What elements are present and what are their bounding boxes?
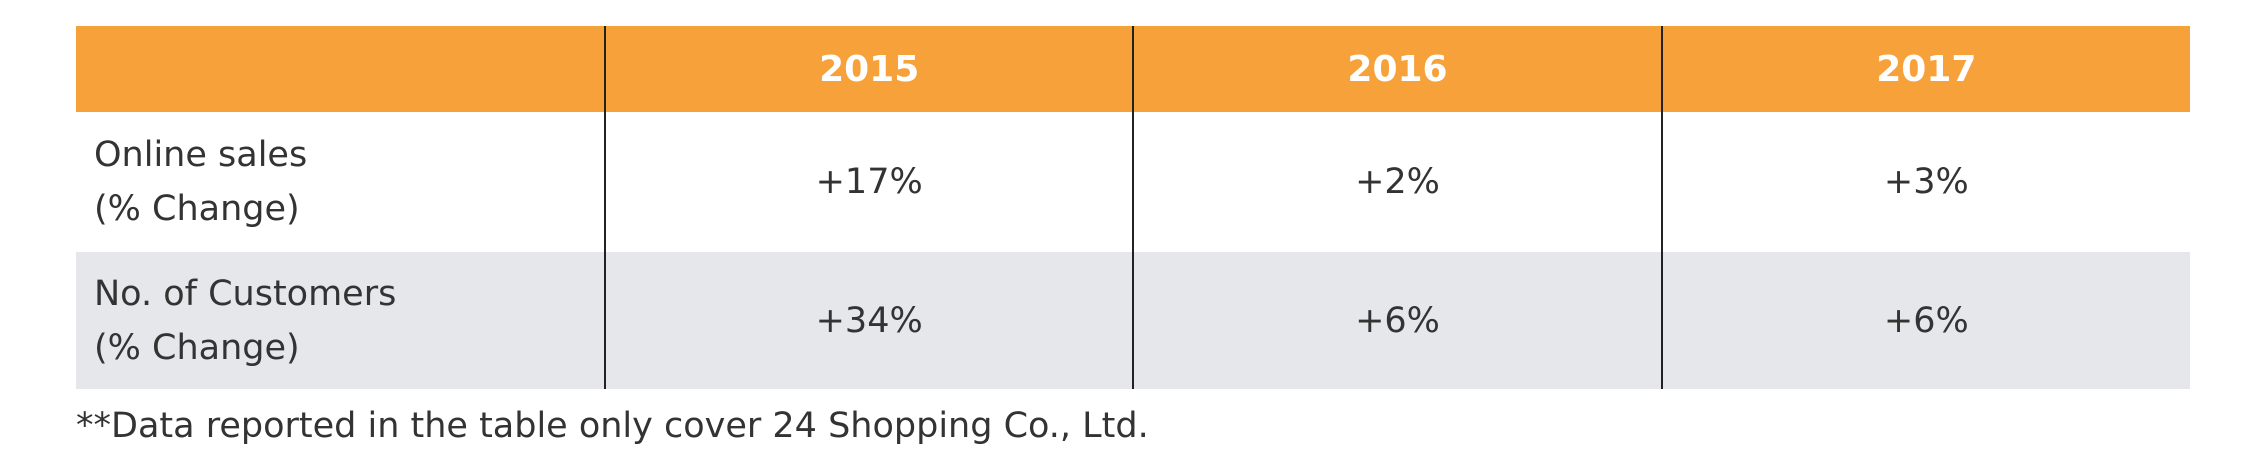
column-header: 2015 <box>603 26 1134 112</box>
table-body: Online sales (% Change) +17% +2% +3% No. of C… <box>76 112 2190 389</box>
table-row: Online sales (% Change) +17% +2% +3% <box>76 112 2190 252</box>
corner-cell <box>76 26 605 112</box>
column-header: 2017 <box>1660 26 2190 112</box>
row-label-line: (% Change) <box>94 327 300 368</box>
value-cell: +2% <box>1132 112 1662 252</box>
row-label: No. of Customers (% Change) <box>76 252 605 389</box>
row-label: Online sales (% Change) <box>76 112 605 252</box>
header-row: 2015 2016 2017 <box>76 26 2190 112</box>
column-header: 2016 <box>1132 26 1662 112</box>
row-label-line: (% Change) <box>94 189 300 229</box>
data-table: 2015 2016 2017 Online sales (% Change) +17… <box>76 26 2190 389</box>
row-label-line: No. of Customers <box>94 273 397 314</box>
value-cell: +17% <box>603 112 1134 252</box>
table-row: No. of Customers (% Change) +34% +6% +6% <box>76 252 2190 389</box>
value-cell: +34% <box>603 252 1134 389</box>
value-cell: +3% <box>1660 112 2190 252</box>
row-label-line: Online sales <box>94 135 308 175</box>
value-cell: +6% <box>1660 252 2190 389</box>
value-cell: +6% <box>1132 252 1662 389</box>
footnote: **Data reported in the table only cover … <box>76 406 1149 446</box>
